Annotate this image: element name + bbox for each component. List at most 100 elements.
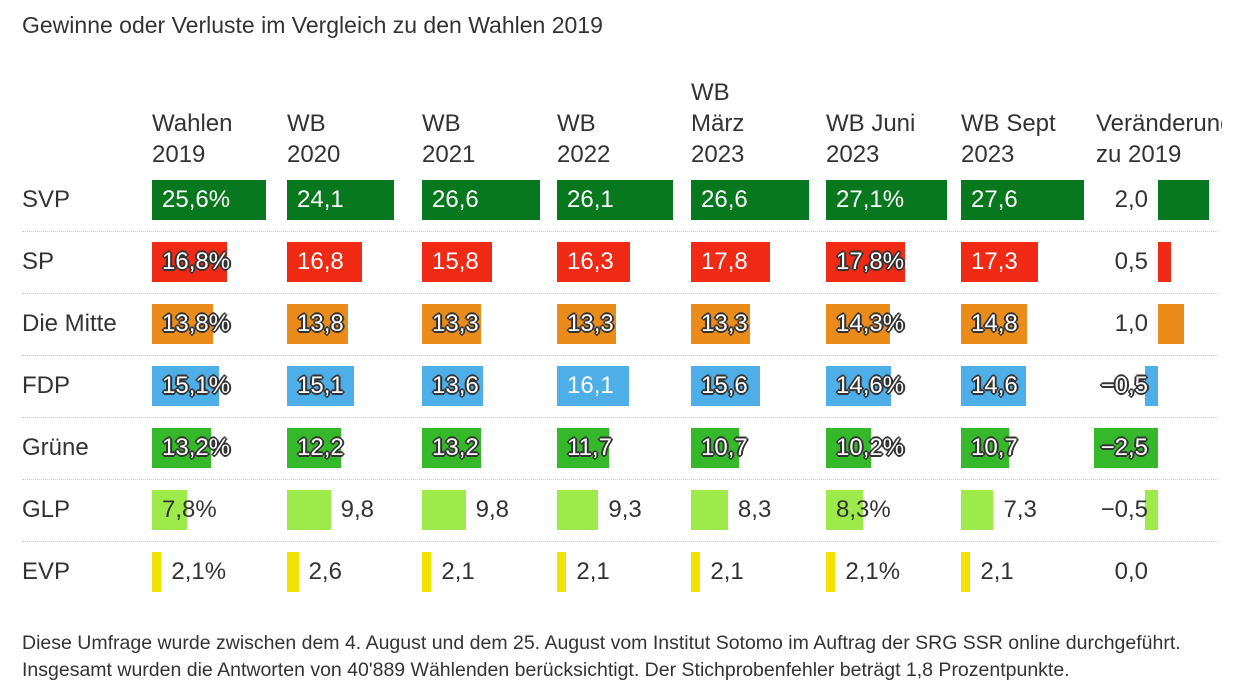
change-bar (1158, 304, 1184, 344)
column-header: Veränderung zu 2019 (1096, 110, 1222, 168)
value-bar (691, 242, 771, 282)
party-label: GLP (22, 496, 71, 523)
column-header: WB 2020 (287, 110, 341, 168)
value-bar (287, 180, 395, 220)
value-bar (557, 304, 617, 344)
table-row: SP 16,8% 16,8 15,8 16,3 17,8 17,8% 17,3 0,5 (22, 231, 1218, 294)
value-label: 17,3 (971, 248, 1018, 275)
column-header: WB 2022 (557, 110, 611, 168)
value-bar (152, 428, 211, 468)
value-bar (287, 490, 331, 530)
party-label: FDP (22, 372, 70, 399)
table-row: Die Mitte 13,8% 13,8 13,3 13,3 13,3 14,3% 14,8 1… (22, 293, 1218, 356)
value-bar (557, 490, 599, 530)
value-label: 13,3 (432, 310, 479, 337)
change-label: −2,5 (1100, 434, 1148, 461)
value-label: 9,8 (475, 496, 509, 523)
value-label: 8,3% (836, 496, 891, 523)
value-bar (691, 366, 761, 406)
party-label: Die Mitte (22, 310, 117, 337)
value-bar (422, 242, 493, 282)
column-header: WB Juni 2023 (826, 110, 916, 168)
value-bar (152, 180, 266, 220)
value-bar (422, 490, 466, 530)
value-bar (826, 304, 890, 344)
value-bar (152, 366, 220, 406)
value-label: 11,7 (567, 434, 612, 461)
value-bar (691, 490, 728, 530)
value-bar (826, 428, 872, 468)
value-label: 13,2 (432, 434, 479, 461)
value-bar (422, 428, 481, 468)
value-label: 16,8% (162, 248, 231, 275)
value-label: 13,3 (567, 310, 614, 337)
party-label: Grüne (22, 434, 89, 461)
value-bar (152, 304, 214, 344)
value-bar (691, 180, 810, 220)
chart-title: Gewinne oder Verluste im Vergleich zu de… (22, 12, 603, 38)
table-row: GLP 7,8% 9,8 9,8 9,3 8,3 8,3% 7,3 −0,5 (22, 479, 1218, 542)
value-label: 14,6 (971, 372, 1018, 399)
value-bar (826, 180, 947, 220)
value-bar (961, 304, 1027, 344)
value-bar (287, 242, 362, 282)
value-bar (422, 304, 482, 344)
value-bar (287, 304, 349, 344)
change-label: 0,5 (1114, 248, 1148, 275)
value-bar (961, 428, 1009, 468)
value-label: 26,1 (567, 186, 614, 213)
value-bar (826, 366, 891, 406)
value-label: 13,8% (162, 310, 231, 337)
value-label: 9,3 (608, 496, 642, 523)
change-bar (1158, 242, 1171, 282)
value-label: 7,3 (1003, 496, 1037, 523)
party-label: EVP (22, 558, 71, 585)
value-bar (557, 180, 674, 220)
change-label: −0,5 (1100, 372, 1148, 399)
value-label: 16,3 (567, 248, 614, 275)
value-label: 15,1 (297, 372, 344, 399)
value-label: 9,8 (340, 496, 374, 523)
value-bar (826, 490, 863, 530)
value-bar (152, 242, 227, 282)
value-label: 13,3 (701, 310, 748, 337)
value-bar (691, 428, 739, 468)
value-label: 27,1% (836, 186, 905, 213)
footnote: Diese Umfrage wurde zwischen dem 4. Augu… (22, 632, 1181, 681)
value-bar (826, 242, 906, 282)
value-label: 12,2 (297, 434, 344, 461)
value-label: 17,8% (836, 248, 905, 275)
party-label: SP (22, 248, 55, 275)
party-label: SVP (22, 186, 71, 213)
value-bar (152, 490, 187, 530)
value-bar (287, 552, 299, 592)
table-row: EVP 2,1% 2,6 2,1 2,1 2,1 2,1% 2,1 0,0 (22, 541, 1218, 603)
value-bar (422, 366, 483, 406)
value-label: 8,3 (737, 496, 772, 523)
value-label: 26,6 (432, 186, 479, 213)
value-label: 14,8 (971, 310, 1018, 337)
value-bar (961, 366, 1026, 406)
change-bar (1145, 490, 1158, 530)
value-bar (961, 552, 971, 592)
value-bar (557, 428, 610, 468)
value-label: 17,8 (701, 248, 748, 275)
value-label: 10,7 (971, 434, 1018, 461)
value-label: 2,6 (308, 558, 342, 585)
value-bar (287, 428, 342, 468)
value-bar (557, 366, 629, 406)
value-bar (691, 304, 751, 344)
value-label: 10,7 (701, 434, 748, 461)
value-bar (422, 552, 432, 592)
value-bar (961, 242, 1038, 282)
value-label: 16,8 (297, 248, 344, 275)
change-bar (1158, 180, 1209, 220)
value-label: 7,8% (162, 496, 217, 523)
value-label: 14,6% (836, 372, 905, 399)
value-label: 2,1 (576, 558, 610, 585)
value-label: 2,1% (845, 558, 901, 585)
value-bar (557, 242, 630, 282)
value-bar (961, 490, 994, 530)
change-bar (1094, 428, 1158, 468)
value-label: 2,1 (441, 558, 475, 585)
